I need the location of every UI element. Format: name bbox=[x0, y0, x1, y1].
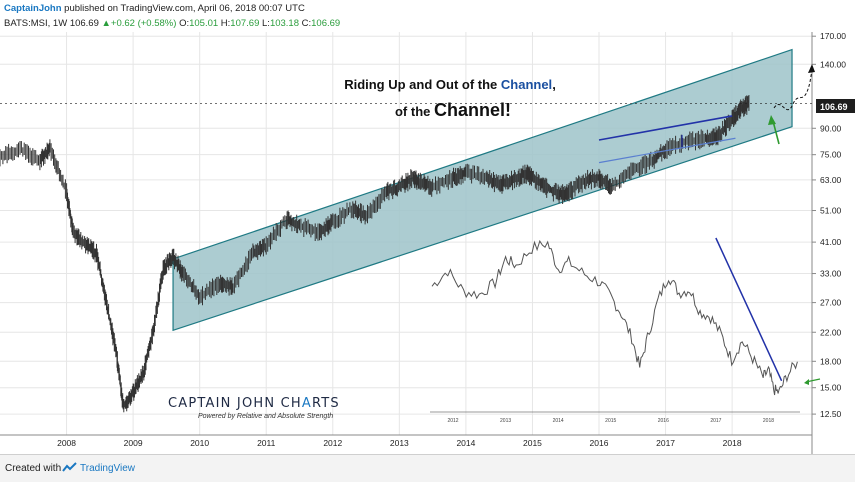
high-label: H: bbox=[220, 18, 231, 29]
price-change: +0.62 (+0.58%) bbox=[110, 18, 177, 29]
y-tick-label: 22.00 bbox=[820, 327, 842, 337]
x-tick-label: 2014 bbox=[456, 438, 475, 448]
inner-channel-lower bbox=[598, 137, 736, 164]
inset-x-tick-label: 2015 bbox=[605, 418, 616, 424]
y-tick-label: 18.00 bbox=[820, 356, 842, 366]
y-tick-label: 63.00 bbox=[820, 175, 842, 185]
y-tick-label: 170.00 bbox=[820, 31, 846, 41]
inset-x-tick-label: 2012 bbox=[447, 418, 458, 424]
inset-x-tick-label: 2017 bbox=[710, 418, 721, 424]
open-label: O: bbox=[179, 18, 190, 29]
x-tick-label: 2013 bbox=[390, 438, 409, 448]
inset-x-tick-label: 2016 bbox=[658, 418, 669, 424]
price-chart[interactable]: 2008 2009 2010 2011 2012 2013 2014 2015 2016 2017… bbox=[0, 0, 855, 454]
inset-chart: 2012 2013 2014 2015 2016 2017 2018 bbox=[430, 237, 821, 424]
open-value: 105.01 bbox=[189, 18, 219, 29]
y-tick-label: 15.00 bbox=[820, 383, 842, 393]
tradingview-logo-icon bbox=[62, 462, 77, 472]
x-tick-label: 2017 bbox=[656, 438, 675, 448]
inset-x-tick-label: 2014 bbox=[553, 418, 564, 424]
x-tick-label: 2008 bbox=[57, 438, 76, 448]
x-tick-label: 2009 bbox=[124, 438, 143, 448]
x-axis: 2008 2009 2010 2011 2012 2013 2014 2015 2016 2017… bbox=[0, 434, 812, 448]
symbol-quote-line: BATS:MSI, 1W 106.69 ▲+0.62 (+0.58%) O:10… bbox=[4, 18, 340, 29]
y-tick-label: 12.50 bbox=[820, 409, 842, 419]
y-tick-label: 90.00 bbox=[820, 123, 842, 133]
inset-x-tick-label: 2018 bbox=[763, 418, 774, 424]
channel-band bbox=[172, 48, 793, 332]
publish-text: published on TradingView.com, April 06, … bbox=[61, 3, 305, 14]
last-price-tag: 106.69 bbox=[816, 99, 855, 113]
x-tick-label: 2015 bbox=[523, 438, 542, 448]
y-tick-label: 27.00 bbox=[820, 298, 842, 308]
created-with-label: Created with bbox=[5, 463, 62, 474]
close-label: C: bbox=[301, 18, 312, 29]
annotation-overlays bbox=[0, 64, 815, 164]
svg-text:106.69: 106.69 bbox=[820, 102, 848, 112]
green-arrow-head bbox=[768, 115, 776, 125]
footer-bar: Created with TradingView bbox=[0, 454, 855, 482]
tradingview-link[interactable]: TradingView bbox=[80, 463, 136, 474]
logo-title: CAPTAIN JOHN CHARTS bbox=[168, 396, 340, 411]
x-tick-label: 2016 bbox=[590, 438, 609, 448]
x-tick-label: 2012 bbox=[323, 438, 342, 448]
publish-info: CaptainJohn published on TradingView.com… bbox=[4, 3, 305, 14]
symbol-label: BATS:MSI, 1W bbox=[4, 18, 68, 29]
y-tick-label: 75.00 bbox=[820, 150, 842, 160]
inset-price-line bbox=[431, 239, 798, 396]
up-arrow-icon: ▲ bbox=[101, 18, 111, 29]
inset-x-tick-label: 2013 bbox=[500, 418, 511, 424]
inset-downtrend-line bbox=[715, 237, 783, 382]
high-value: 107.69 bbox=[230, 18, 260, 29]
y-tick-label: 51.00 bbox=[820, 206, 842, 216]
y-tick-label: 33.00 bbox=[820, 269, 842, 279]
author-name[interactable]: CaptainJohn bbox=[4, 3, 62, 14]
logo-tagline: Powered by Relative and Absolute Strengt… bbox=[198, 413, 333, 420]
close-value: 106.69 bbox=[311, 18, 341, 29]
y-axis[interactable]: 12.50 15.00 18.00 22.00 27.00 33.00 41.00 51.00… bbox=[811, 31, 846, 454]
low-label: L: bbox=[262, 18, 270, 29]
price-series bbox=[0, 95, 750, 413]
logo-block: CAPTAIN JOHN CHARTS Powered by Relative … bbox=[168, 396, 340, 420]
annotation-line-2: of the Channel! bbox=[395, 100, 511, 120]
x-tick-label: 2010 bbox=[190, 438, 209, 448]
x-tick-label: 2011 bbox=[257, 438, 276, 448]
green-arrow-shaft bbox=[772, 120, 780, 145]
annotation-line-1: Riding Up and Out of the Channel, bbox=[344, 77, 556, 92]
low-value: 103.18 bbox=[269, 18, 299, 29]
projection-arrow-head bbox=[808, 64, 815, 73]
x-tick-label: 2018 bbox=[723, 438, 742, 448]
inner-channel-upper bbox=[598, 115, 733, 141]
last-price: 106.69 bbox=[69, 18, 99, 29]
y-tick-label: 41.00 bbox=[820, 237, 842, 247]
y-tick-label: 140.00 bbox=[820, 59, 846, 69]
inset-green-arrow-head bbox=[804, 379, 809, 385]
